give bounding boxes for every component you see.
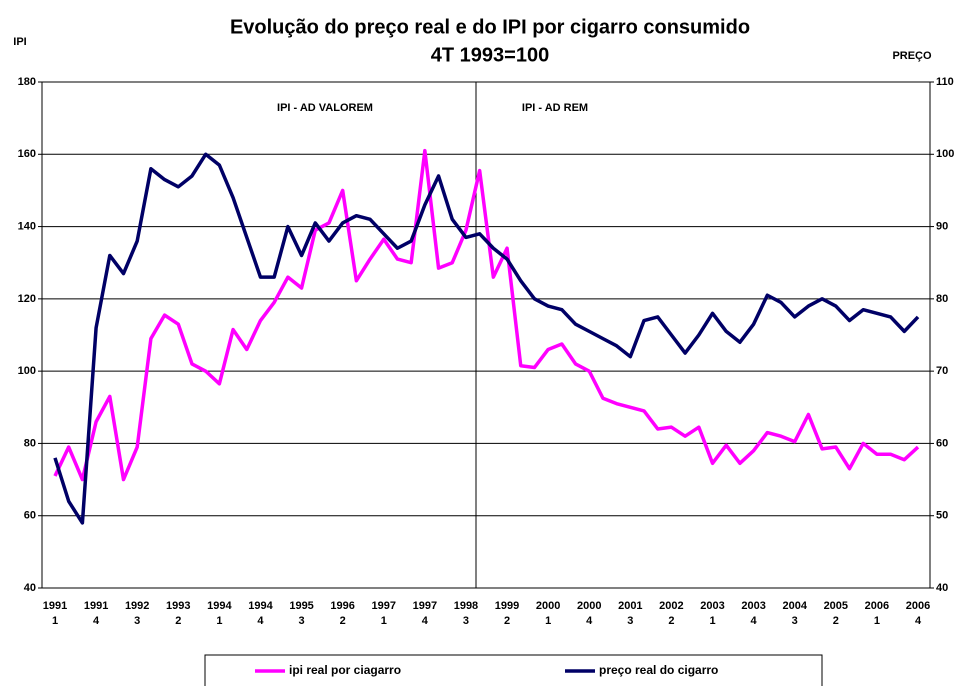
x-tick-label-line: 1 — [216, 615, 222, 627]
y2-tick-label: 90 — [936, 220, 948, 232]
y-tick-label: 60 — [24, 510, 36, 522]
x-tick-label-line: 3 — [299, 615, 305, 627]
x-tick-label-line: 2003 — [700, 600, 724, 612]
y-tick-label: 100 — [18, 365, 36, 377]
x-tick-label-line: 2005 — [824, 600, 848, 612]
x-tick-label: 1992 3 — [125, 600, 149, 627]
x-tick-label-line: 2 — [340, 615, 346, 627]
legend-label: preço real do cigarro — [599, 663, 718, 677]
x-tick-label-line: 2 — [504, 615, 510, 627]
series-line — [53, 148, 920, 482]
x-tick-label: 1997 4 — [413, 600, 437, 627]
x-tick-label-line: 1991 — [84, 600, 108, 612]
y2-tick-label: 110 — [936, 76, 954, 88]
y-tick-label: 120 — [18, 293, 36, 305]
x-tick-label: 1997 1 — [372, 600, 396, 627]
x-tick-label: 1993 2 — [166, 600, 190, 627]
x-tick-label-line: 1997 — [372, 600, 396, 612]
x-tick-label: 1991 1 — [43, 600, 67, 627]
x-tick-label: 1994 1 — [207, 600, 232, 627]
x-tick-label-line: 1994 — [207, 600, 232, 612]
annotation: IPI - AD REM — [522, 102, 588, 114]
x-tick-label-line: 4 — [422, 615, 429, 627]
x-tick-label: 2005 2 — [824, 600, 848, 627]
x-tick-label-line: 1 — [545, 615, 551, 627]
y-tick-label: 160 — [18, 148, 36, 160]
x-tick-label-line: 2000 — [577, 600, 601, 612]
y-tick-label: 140 — [18, 220, 36, 232]
x-tick-label-line: 1 — [52, 615, 58, 627]
legend-label: ipi real por ciagarro — [289, 663, 401, 677]
x-tick-label: 1996 2 — [330, 600, 354, 627]
x-tick-label-line: 4 — [586, 615, 593, 627]
x-tick-label: 2006 4 — [906, 600, 930, 627]
x-tick-label-line: 2 — [833, 615, 839, 627]
x-tick-label-line: 1992 — [125, 600, 149, 612]
x-tick-label-line: 3 — [627, 615, 633, 627]
y-tick-label: 180 — [18, 76, 36, 88]
x-tick-label-line: 2006 — [865, 600, 889, 612]
x-tick-label-line: 1996 — [330, 600, 354, 612]
x-tick-label: 1998 3 — [454, 600, 478, 627]
x-tick-label-line: 2003 — [741, 600, 765, 612]
y-tick-label: 80 — [24, 437, 36, 449]
y2-tick-label: 70 — [936, 365, 948, 377]
x-tick-label-line: 4 — [93, 615, 100, 627]
x-tick-label-line: 1 — [874, 615, 880, 627]
y2-tick-label: 100 — [936, 148, 954, 160]
x-tick-label: 2003 1 — [700, 600, 724, 627]
x-tick-label-line: 3 — [792, 615, 798, 627]
x-tick-label: 1994 4 — [248, 600, 273, 627]
x-tick-label-line: 1 — [709, 615, 715, 627]
legend-box — [204, 654, 823, 686]
chart-subtitle: 4T 1993=100 — [431, 44, 549, 66]
plot-area — [41, 81, 931, 589]
x-tick-label-line: 2 — [175, 615, 181, 627]
x-tick-label: 1991 4 — [84, 600, 108, 627]
y2-tick-label: 60 — [936, 437, 948, 449]
annotation: IPI - AD VALOREM — [277, 102, 373, 114]
x-tick-label-line: 4 — [751, 615, 758, 627]
x-tick-label-line: 4 — [257, 615, 264, 627]
chart-title: Evolução do preço real e do IPI por ciga… — [230, 16, 750, 38]
x-tick-label-line: 1993 — [166, 600, 190, 612]
y2-axis-label: PREÇO — [892, 50, 932, 62]
x-tick-label-line: 1998 — [454, 600, 478, 612]
x-tick-label-line: 2004 — [782, 600, 807, 612]
x-tick-label-line: 4 — [915, 615, 922, 627]
x-tick-label-line: 1 — [381, 615, 387, 627]
x-tick-label-line: 1999 — [495, 600, 519, 612]
x-tick-label: 2000 4 — [577, 600, 601, 627]
x-tick-label-line: 1994 — [248, 600, 273, 612]
x-tick-label-line: 2002 — [659, 600, 683, 612]
x-tick-label: 2004 3 — [782, 600, 807, 627]
y-tick-label: 40 — [24, 582, 36, 594]
y2-tick-label: 80 — [936, 293, 948, 305]
series-line — [53, 152, 920, 525]
x-tick-label-line: 2000 — [536, 600, 560, 612]
x-tick-label-line: 2006 — [906, 600, 930, 612]
x-tick-label-line: 1995 — [289, 600, 313, 612]
x-tick-label: 2006 1 — [865, 600, 889, 627]
y-axis-label: IPI — [13, 36, 26, 48]
x-tick-label: 2001 3 — [618, 600, 642, 627]
x-tick-label: 2003 4 — [741, 600, 765, 627]
x-tick-label: 1999 2 — [495, 600, 519, 627]
x-tick-label-line: 2 — [668, 615, 674, 627]
y2-tick-label: 50 — [936, 510, 948, 522]
y2-tick-label: 40 — [936, 582, 948, 594]
x-tick-label: 2000 1 — [536, 600, 560, 627]
x-tick-label-line: 1997 — [413, 600, 437, 612]
x-tick-label-line: 2001 — [618, 600, 642, 612]
x-tick-label: 2002 2 — [659, 600, 683, 627]
x-tick-label-line: 1991 — [43, 600, 67, 612]
x-tick-label-line: 3 — [463, 615, 469, 627]
x-tick-label: 1995 3 — [289, 600, 313, 627]
x-tick-label-line: 3 — [134, 615, 140, 627]
